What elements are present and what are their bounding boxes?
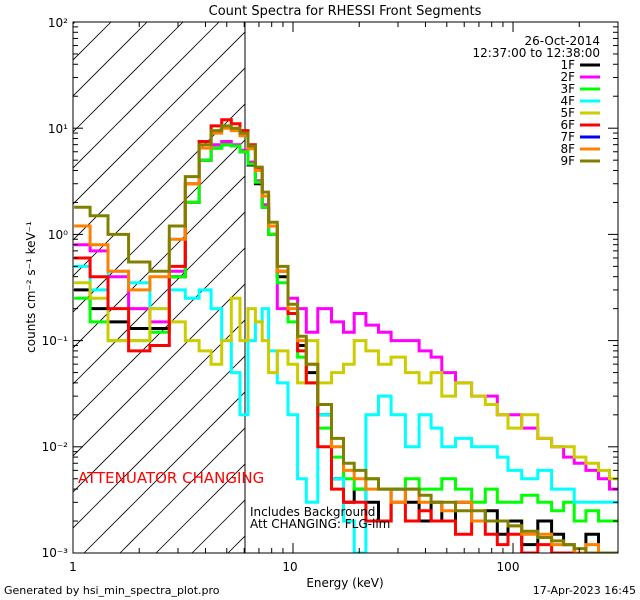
y-tick-label-1e-2: 10⁻² — [42, 440, 69, 454]
hatch-line — [73, 22, 184, 133]
hatch-line — [73, 211, 245, 385]
hatch-line — [73, 319, 245, 493]
footer-timestamp: 17-Apr-2023 16:45 — [533, 584, 636, 597]
y-tick-label-1e0: 10⁰ — [48, 228, 68, 242]
series-1F — [74, 143, 618, 553]
footer-generated-by: Generated by hsi_min_spectra_plot.pro — [4, 584, 220, 597]
hatch-line — [227, 535, 245, 553]
x-axis-label: Energy (keV) — [306, 576, 383, 590]
legend-label-2F: 2F — [560, 70, 575, 84]
y-tick-label-1e-1: 10⁻¹ — [42, 334, 69, 348]
legend-label-1F: 1F — [560, 58, 575, 72]
hatch-line — [73, 103, 245, 277]
series-layer — [74, 118, 618, 553]
x-tick-label-10: 10 — [282, 560, 297, 574]
y-axis-label: counts cm⁻² s⁻¹ keV⁻¹ — [24, 221, 38, 353]
series-5F — [74, 281, 618, 481]
series-9F — [74, 124, 618, 553]
hatch-line — [73, 22, 220, 169]
y-tick-label-1e-3: 10⁻³ — [42, 546, 69, 560]
hatch-line — [73, 31, 245, 205]
chart-title: Count Spectra for RHESSI Front Segments — [209, 4, 482, 19]
series-8F — [74, 126, 618, 553]
legend-label-8F: 8F — [560, 142, 575, 156]
axis-ticks — [72, 22, 619, 554]
plot-frame — [72, 21, 619, 554]
legend-label-3F: 3F — [560, 82, 575, 96]
y-tick-label-1e1: 10¹ — [48, 122, 68, 136]
x-tick-label-1: 1 — [69, 560, 77, 574]
hatch-line — [73, 139, 245, 313]
attenuator-changing-label: ATTENUATOR CHANGING — [78, 469, 264, 487]
time-range-label: 12:37:00 to 12:38:00 — [473, 46, 600, 60]
legend-label-9F: 9F — [560, 154, 575, 168]
hatch-line — [119, 427, 245, 553]
legend-label-5F: 5F — [560, 106, 575, 120]
date-label: 26-Oct-2014 — [524, 34, 600, 48]
background-note: Includes Background — [250, 505, 375, 519]
attenuator-flag-note: Att CHANGING: FLG-lim — [250, 517, 390, 531]
legend-label-6F: 6F — [560, 118, 575, 132]
hatch-line — [73, 22, 148, 97]
hatch-line — [73, 355, 245, 529]
hatch-line — [73, 22, 112, 61]
y-tick-label-1e2: 10² — [48, 16, 68, 30]
series-6F — [74, 118, 618, 553]
hatch-line — [83, 391, 245, 553]
hatch-line — [73, 283, 245, 457]
legend-label-7F: 7F — [560, 130, 575, 144]
legend-label-4F: 4F — [560, 94, 575, 108]
hatch-line — [73, 247, 245, 421]
x-tick-label-100: 100 — [497, 560, 520, 574]
